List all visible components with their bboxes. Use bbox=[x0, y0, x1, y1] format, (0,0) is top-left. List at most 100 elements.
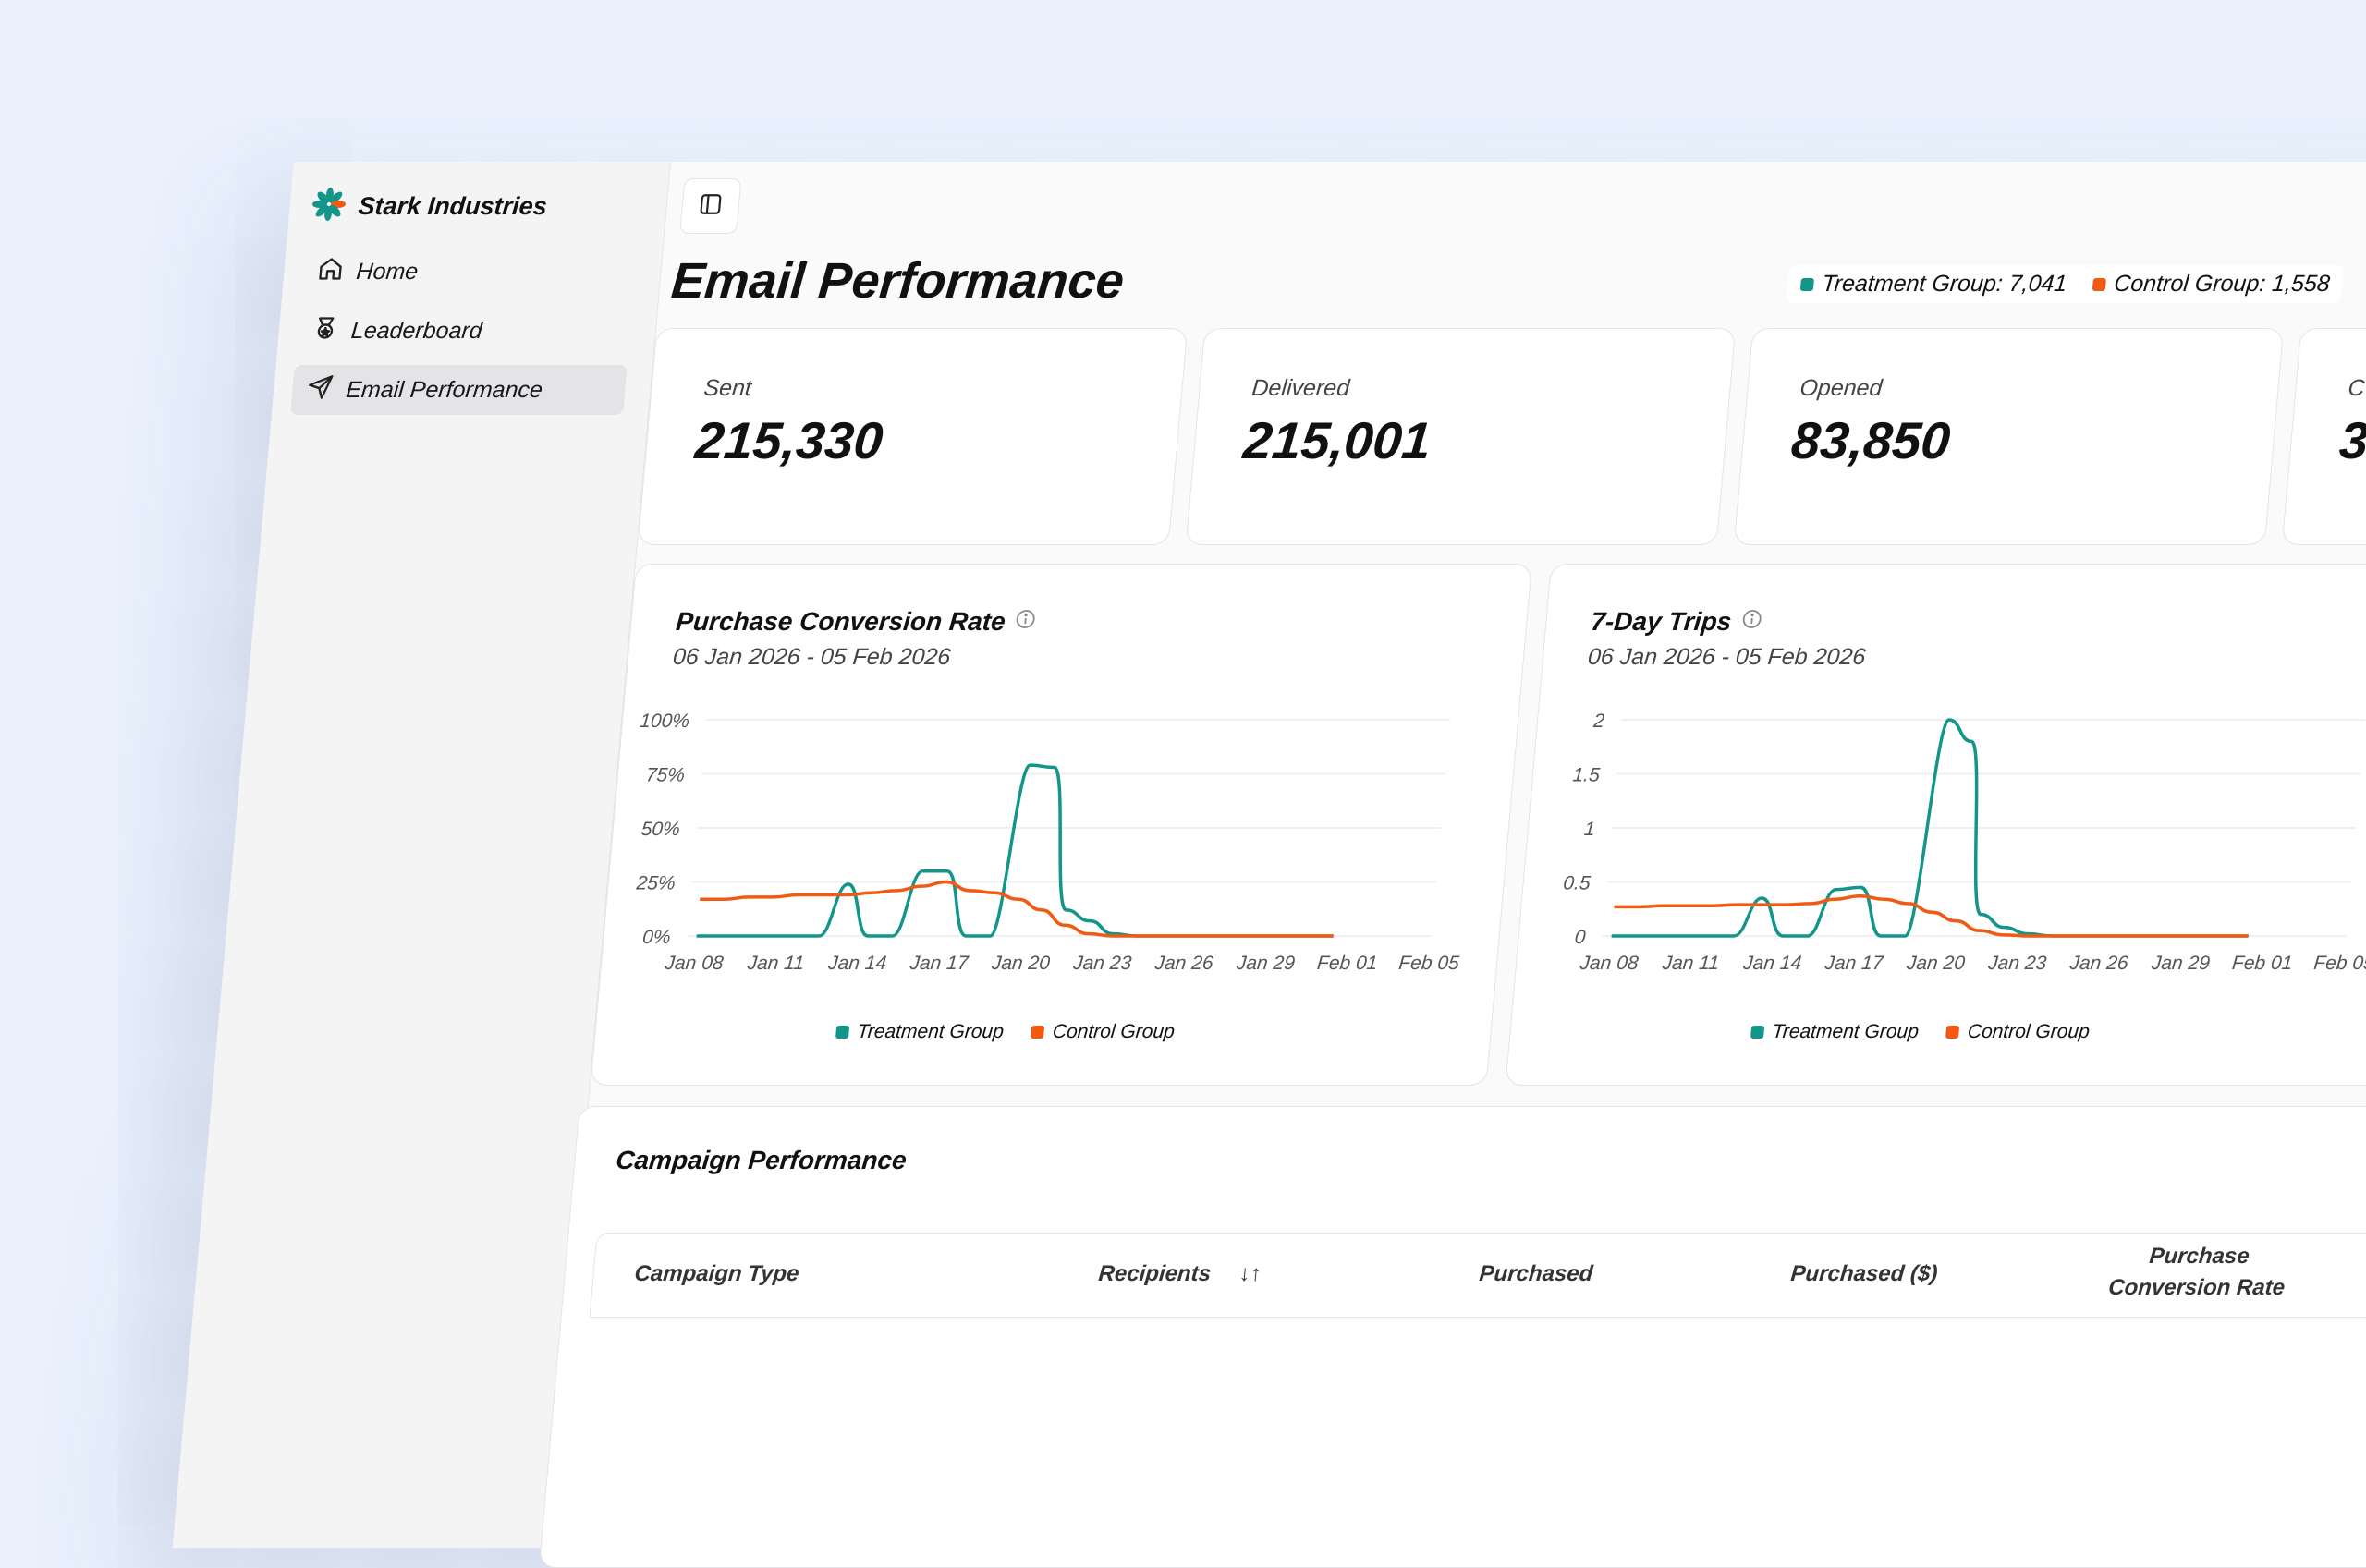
x-tick-label: Jan 29 bbox=[1235, 953, 1296, 974]
x-tick-label: Jan 26 bbox=[1153, 953, 1214, 974]
legend-label: Control Group: 1,558 bbox=[2113, 271, 2332, 297]
legend-item-control: Control Group bbox=[1031, 1021, 1176, 1043]
chart-title: 7-Day Trips bbox=[1590, 607, 1764, 637]
x-tick-label: Feb 05 bbox=[2312, 953, 2366, 974]
info-icon[interactable] bbox=[1013, 607, 1038, 637]
metric-label: Opened bbox=[1799, 375, 1884, 401]
campaign-performance-card: Campaign Performance Campaign Type Recip… bbox=[538, 1106, 2366, 1568]
column-header-campaign-type[interactable]: Campaign Type bbox=[633, 1261, 800, 1286]
sidebar-item-home[interactable]: Home bbox=[300, 247, 638, 297]
control-swatch bbox=[1031, 1026, 1045, 1039]
conversion-rate-chart: 0% 25% 50% 75% 100% Jan 08 Jan 11 Jan 14 Jan 17 J… bbox=[635, 711, 1460, 974]
x-tick-label: Feb 05 bbox=[1397, 953, 1460, 974]
x-tick-label: Jan 20 bbox=[990, 953, 1051, 974]
chart-title-text: Purchase Conversion Rate bbox=[675, 607, 1007, 636]
y-tick-label: 0.5 bbox=[1562, 873, 1591, 894]
x-tick-label: Jan 20 bbox=[1905, 953, 1966, 974]
seven-day-trips-chart: 0 0.5 1 1.5 2 Jan 08 Jan 11 Jan 14 Jan 17 Jan 20 J… bbox=[1562, 711, 2366, 974]
metric-value: 215,001 bbox=[1240, 411, 1433, 469]
chart-card-conversion: Purchase Conversion Rate 06 Jan 2026 - 0… bbox=[590, 564, 1532, 1086]
chart-title: Purchase Conversion Rate bbox=[675, 607, 1038, 637]
sidebar-item-label: Home bbox=[355, 258, 420, 285]
x-tick-label: Jan 08 bbox=[1579, 953, 1640, 974]
column-header-conversion-rate[interactable]: Purchase Conversion Rate bbox=[2107, 1241, 2289, 1304]
chart-title-text: 7-Day Trips bbox=[1590, 607, 1733, 636]
y-tick-label: 1 bbox=[1583, 819, 1596, 840]
legend-label: Treatment Group bbox=[1771, 1021, 1920, 1042]
y-tick-label: 100% bbox=[639, 711, 690, 732]
x-tick-label: Feb 01 bbox=[2231, 953, 2293, 974]
y-tick-label: 1.5 bbox=[1572, 765, 1601, 786]
x-tick-label: Jan 23 bbox=[1071, 953, 1132, 974]
app-window: Stark Industries Home Leaderboard Email … bbox=[172, 162, 2366, 1568]
metric-card-delivered: Delivered 215,001 bbox=[1185, 328, 1737, 545]
y-tick-label: 25% bbox=[635, 873, 677, 894]
x-tick-label: Jan 08 bbox=[664, 953, 725, 974]
table-header: Campaign Type Recipients ↓↑ Purchased Pu… bbox=[589, 1233, 2366, 1318]
send-icon bbox=[306, 374, 335, 407]
metric-card-clicked: C 3 bbox=[2281, 328, 2366, 545]
sidebar-item-leaderboard[interactable]: Leaderboard bbox=[296, 306, 633, 356]
control-swatch bbox=[1945, 1026, 1960, 1039]
logo-icon bbox=[309, 186, 349, 227]
chart-date-range: 06 Jan 2026 - 05 Feb 2026 bbox=[671, 644, 952, 670]
legend-item-treatment: Treatment Group bbox=[1750, 1021, 1920, 1043]
column-header-purchased[interactable]: Purchased bbox=[1478, 1261, 1594, 1286]
legend-label: Treatment Group: 7,041 bbox=[1821, 271, 2068, 297]
brand[interactable]: Stark Industries bbox=[309, 186, 549, 227]
group-legend: Treatment Group: 7,041 Control Group: 1,… bbox=[1786, 265, 2345, 303]
sidebar-item-label: Leaderboard bbox=[349, 317, 484, 344]
legend-item-control: Control Group: 1,558 bbox=[2092, 271, 2331, 298]
x-tick-label: Jan 26 bbox=[2068, 953, 2129, 974]
brand-name: Stark Industries bbox=[357, 192, 549, 220]
x-tick-label: Jan 14 bbox=[1741, 953, 1802, 974]
x-tick-label: Jan 11 bbox=[1661, 953, 1720, 974]
chart-legend: Treatment Group Control Group bbox=[835, 1021, 1176, 1043]
sidebar: Stark Industries Home Leaderboard Email … bbox=[172, 162, 672, 1548]
treatment-swatch bbox=[1799, 277, 1815, 291]
treatment-swatch bbox=[1750, 1026, 1765, 1039]
x-tick-label: Jan 29 bbox=[2150, 953, 2211, 974]
column-header-purchased-dollars[interactable]: Purchased ($) bbox=[1789, 1261, 1939, 1286]
scene: Stark Industries Home Leaderboard Email … bbox=[172, 162, 2366, 1568]
chart-date-range: 06 Jan 2026 - 05 Feb 2026 bbox=[1586, 644, 1867, 670]
y-tick-label: 0 bbox=[1574, 927, 1587, 948]
x-tick-label: Jan 14 bbox=[826, 953, 887, 974]
x-tick-label: Jan 17 bbox=[909, 953, 970, 974]
x-tick-label: Jan 23 bbox=[1986, 953, 2047, 974]
legend-item-control: Control Group bbox=[1945, 1021, 2091, 1043]
sort-icon[interactable]: ↓↑ bbox=[1238, 1261, 1262, 1286]
legend-label: Control Group bbox=[1966, 1021, 2091, 1042]
x-tick-label: Feb 01 bbox=[1316, 953, 1378, 974]
y-tick-label: 0% bbox=[641, 927, 671, 948]
metric-card-sent: Sent 215,330 bbox=[637, 328, 1189, 545]
column-header-label-line2: Conversion Rate bbox=[2107, 1275, 2287, 1300]
x-tick-label: Jan 17 bbox=[1823, 953, 1885, 974]
chart-legend: Treatment Group Control Group bbox=[1750, 1021, 2091, 1043]
metric-label: C bbox=[2347, 375, 2366, 401]
info-icon[interactable] bbox=[1739, 607, 1764, 637]
metric-value: 83,850 bbox=[1788, 411, 1953, 469]
legend-label: Treatment Group bbox=[856, 1021, 1005, 1042]
metric-card-opened: Opened 83,850 bbox=[1733, 328, 2285, 545]
metric-value: 215,330 bbox=[692, 411, 885, 469]
column-header-recipients[interactable]: Recipients ↓↑ bbox=[1097, 1261, 1262, 1287]
metric-label: Delivered bbox=[1250, 375, 1351, 401]
table-title: Campaign Performance bbox=[615, 1146, 909, 1174]
control-swatch bbox=[2092, 277, 2106, 291]
home-icon bbox=[316, 256, 345, 288]
metric-label: Sent bbox=[702, 375, 753, 401]
y-tick-label: 75% bbox=[645, 765, 686, 786]
column-header-label-line1: Purchase bbox=[2148, 1244, 2250, 1269]
sidebar-toggle-button[interactable] bbox=[679, 178, 742, 234]
panel-left-icon bbox=[697, 192, 724, 221]
legend-label: Control Group bbox=[1051, 1021, 1176, 1042]
treatment-swatch bbox=[835, 1026, 850, 1039]
legend-item-treatment: Treatment Group bbox=[835, 1021, 1005, 1043]
y-tick-label: 2 bbox=[1592, 711, 1605, 732]
x-tick-label: Jan 11 bbox=[746, 953, 805, 974]
main-content: Email Performance Treatment Group: 7,041… bbox=[538, 162, 2366, 1568]
sidebar-item-email-performance[interactable]: Email Performance bbox=[290, 365, 628, 415]
metric-value: 3 bbox=[2336, 411, 2366, 469]
